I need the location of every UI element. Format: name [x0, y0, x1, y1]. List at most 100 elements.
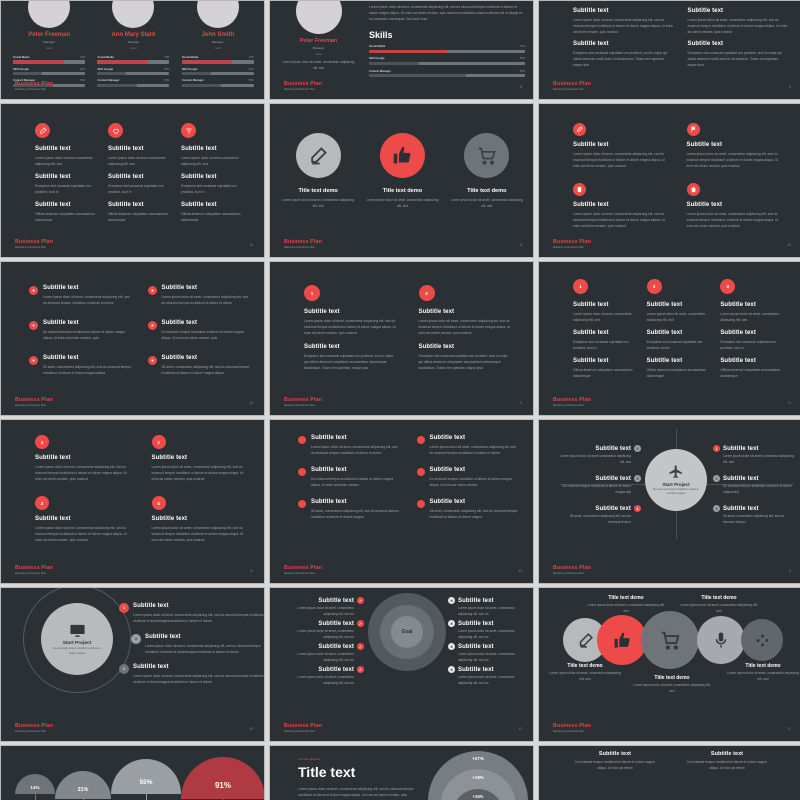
item-body: Lorem ipsum dolor sit amet, consectetur … [297, 652, 354, 662]
item-body: Lorem ipsum dolor sit amet, consectetur … [151, 526, 244, 543]
slide-team-profiles[interactable]: Peter Freeman Manager name Social Media 7… [0, 0, 265, 100]
avatar [196, 1, 239, 28]
block-body: Lorem ipsum dolor sit amet, consectetur … [418, 319, 511, 336]
profile-sub: name [315, 53, 322, 56]
item-title: Subtitle text [43, 355, 79, 362]
spoke-item: 2 Subtitle text Do eiusmod tempor incidid… [713, 475, 797, 496]
avatar [28, 1, 71, 28]
skill-pct: 40% [79, 67, 86, 71]
gear-icon [147, 356, 157, 366]
block-title: Subtitle text [418, 309, 455, 315]
item-body: Lorem ipsum dolor sit amet, consectetur … [458, 675, 515, 685]
icon-column: Subtitle text Lorem ipsum dolor sit amet… [181, 123, 242, 224]
caption-title: Title text demo [654, 675, 690, 681]
slide-title-text-rings[interactable]: Lorem ipsum Title text Lorem ipsum dolor… [269, 745, 534, 800]
text-block: Subtitle text Excepteur sint occaecat cup… [573, 41, 674, 68]
slide-footer: Business Plan Marketing & Business Plan [15, 723, 53, 733]
bullet-item: Subtitle text Sit amet, consectetur adipi… [147, 355, 251, 376]
item-title: Subtitle text [35, 455, 71, 461]
spoke-body: Do eiusmod tempor incididunt ut labore e… [723, 484, 792, 494]
skill-bar [13, 60, 86, 64]
footer-tagline: Marketing & Business Plan [284, 404, 315, 407]
item-title: Subtitle text [43, 285, 79, 291]
circle-caption: Title text demo Lorem ipsum dolor sit am… [547, 663, 623, 683]
caption-body: Lorem ipsum dolor sit amet, consectetur … [549, 671, 621, 681]
member-role: Manager [127, 40, 140, 44]
slide-three-big-icons[interactable]: Title text demo Lorem ipsum dolor sit am… [269, 103, 534, 258]
con-item: ✕ Subtitle text Lorem ipsum dolor sit ame… [448, 620, 528, 641]
member-role: Manager [211, 40, 224, 44]
slide-four-text-blocks[interactable]: Subtitle text Lorem ipsum dolor sit amet,… [538, 0, 800, 100]
item-body: Lorem ipsum dolor sit amet, consectetur … [151, 465, 244, 482]
slide-start-project-monitor[interactable]: Start Project Do eiusmod tempor incididu… [0, 587, 265, 742]
slide-profile-skills[interactable]: Peter Freeman Manager name Lorem ipsum d… [269, 0, 534, 100]
bullet-item: Subtitle text Lorem ipsum dolor sit amet,… [416, 435, 520, 456]
member-name: Peter Freeman [28, 32, 70, 38]
block-title: Subtitle text [181, 146, 217, 152]
member-sub: name [45, 47, 53, 50]
slide-zigzag-nodes[interactable]: Subtitle text Do eiusmod tempor incididu… [538, 745, 800, 800]
slide-five-bullets-two-col[interactable]: Subtitle text Lorem ipsum dolor sit amet,… [269, 419, 534, 584]
footer-brand: Business Plan [284, 397, 323, 403]
filter-icon [181, 123, 196, 138]
slide-four-icon-blocks[interactable]: Subtitle text Lorem ipsum dolor sit amet… [538, 103, 800, 258]
block-body: Excepteur sint occaecat cupidatat non pr… [720, 340, 777, 351]
semi-bar: 21% [55, 771, 111, 800]
heart-icon [108, 123, 123, 138]
hub-body: Do eiusmod tempor incididunt ut labore e… [653, 487, 699, 495]
item-body: Lorem ipsum dolor sit amet, consectetur … [311, 445, 398, 456]
skill-label: SEO Google [97, 67, 114, 71]
block-title: Subtitle text [304, 344, 340, 351]
block-title: Subtitle text [573, 330, 609, 337]
slide-footer: Business Plan Marketing & Business Plan [284, 239, 322, 249]
slide-six-bullet-list[interactable]: Subtitle text Lorem ipsum dolor sit amet,… [0, 261, 265, 416]
spoke-title: Subtitle text [595, 445, 631, 452]
con-item: ✕ Subtitle text Lorem ipsum dolor sit ame… [448, 597, 528, 618]
number-badge: 3 [713, 505, 720, 512]
page-number: 11 [249, 243, 253, 247]
item-title: Subtitle text [133, 603, 169, 609]
item-title: Subtitle text [151, 455, 188, 461]
member-sub: name [214, 47, 222, 50]
page-number: 9 [789, 569, 791, 573]
block-body: Lorem ipsum dolor sit amet, consectetur … [686, 212, 779, 229]
item-body: Do eiusmod tempor incididunt ut labore e… [43, 330, 126, 341]
item-body: Lorem ipsum dolor sit amet, consectetur … [458, 629, 515, 639]
item-body: Lorem ipsum dolor sit amet, consectetur … [429, 445, 517, 456]
numbered-quad: 1 Subtitle text Lorem ipsum dolor sit am… [35, 435, 132, 482]
slide-goal-pros-cons[interactable]: Goal Subtitle text ✓ Lorem ipsum dolor si… [269, 587, 534, 742]
footer-brand: Business Plan [553, 397, 592, 403]
slide-start-project-plane[interactable]: Start Project Do eiusmod tempor incididu… [538, 419, 800, 584]
slide-four-numbered-quads[interactable]: 1 Subtitle text Lorem ipsum dolor sit am… [0, 419, 265, 584]
page-number: 9 [789, 85, 791, 89]
item-title: Subtitle text [458, 597, 494, 604]
number-badge: 4 [151, 496, 166, 511]
numbered-column: 2 Subtitle text Lorem ipsum dolor sit am… [418, 285, 512, 372]
block-title: Subtitle text [35, 174, 71, 181]
text-block: Subtitle text Excepteur sint occaecat cup… [688, 41, 789, 68]
slide-five-overlap-circles[interactable]: Title text demo Lorem ipsum dolor sit am… [538, 587, 800, 742]
item-title: Subtitle text [35, 516, 71, 523]
con-item: ✕ Subtitle text Lorem ipsum dolor sit ame… [448, 643, 528, 664]
outer-ring [23, 588, 131, 693]
slide-three-numbered-columns[interactable]: 1 Subtitle text Lorem ipsum dolor sit am… [538, 261, 800, 416]
spoke-body: Sit amet, consectetur adipiscing elit, s… [569, 514, 631, 524]
slide-two-numbered-columns[interactable]: 1 Subtitle text Lorem ipsum dolor sit am… [269, 261, 534, 416]
big-icon-item: Title text demo Lorem ipsum dolor sit am… [280, 133, 356, 210]
check-icon: ✓ [357, 620, 364, 627]
circle-caption: Title text demo Lorem ipsum dolor sit am… [633, 675, 711, 695]
item-title: Subtitle text [318, 666, 354, 673]
footer-brand: Business Plan [15, 81, 54, 87]
block-body: Officia deserunt voluptatem accusantium … [646, 368, 707, 379]
skill-bar [369, 73, 525, 78]
spoke-body: Lorem ipsum dolor sit amet consectetur a… [560, 454, 631, 464]
flag-icon [686, 123, 700, 136]
slide-semicircle-percent-chart[interactable]: 14% Subtitle text 21% 55% Subtitle text … [0, 745, 265, 800]
bullet-item: Subtitle text Sit amet, consectetur adipi… [416, 499, 520, 520]
item-body: Lorem ipsum dolor sit amet, consectetur … [458, 652, 515, 662]
footer-brand: Business Plan [284, 239, 323, 245]
goal-ring-outer: Goal [368, 593, 446, 671]
item-body: Lorem ipsum dolor sit amet, consectetur … [133, 674, 264, 685]
slide-three-icon-columns[interactable]: Subtitle text Lorem ipsum dolor sit amet… [0, 103, 265, 258]
item-title: Subtitle text [43, 320, 79, 327]
